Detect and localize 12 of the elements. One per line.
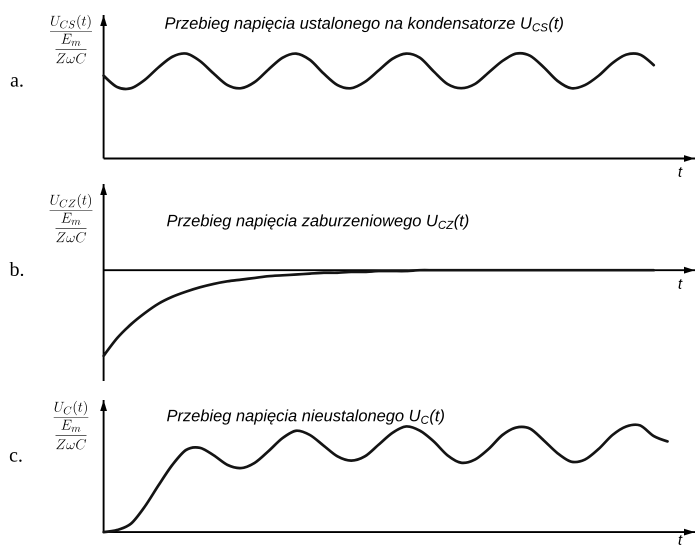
x-axis-title: t (678, 167, 683, 177)
y-axis-title: $\frac{U_{CZ}(t)}{\dfrac{E_m}{Z\omega C}}$ (50, 194, 92, 242)
x-axis-title: t (678, 279, 683, 289)
y-axis-title: $\frac{U_{C}(t)}{\dfrac{E_m}{Z\omega C}}$ (54, 400, 88, 450)
chart-title: Przebieg napięcia zaburzeniowego U$_{CZ}$(t) (167, 214, 468, 230)
text: a. (10, 77, 23, 87)
chart-title: Przebieg napięcia ustalonego na kondensatorze U$_{CS}$(t) (165, 16, 563, 32)
text: b. (10, 262, 24, 276)
x-axis-title: t (678, 535, 683, 545)
chart-title: Przebieg napięcia nieustalonego U$_{C}$(t) (167, 409, 444, 425)
text: c. (10, 452, 22, 462)
y-axis-title: $\frac{U_{CS}(t)}{\dfrac{E_m}{Z\omega C}}$ (50, 14, 92, 64)
